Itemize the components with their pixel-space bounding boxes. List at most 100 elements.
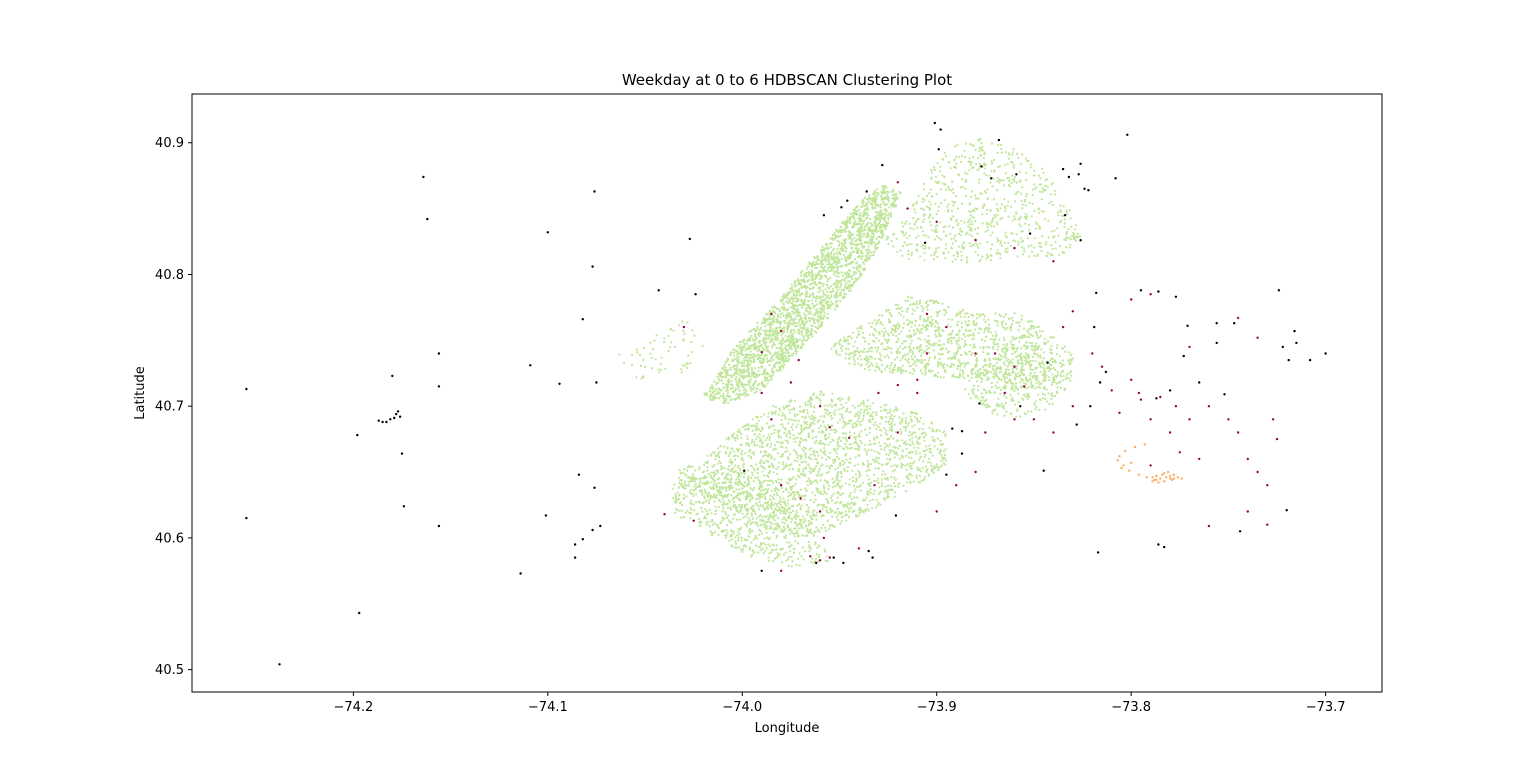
cluster-point	[823, 404, 826, 407]
cluster-point	[894, 452, 897, 455]
cluster-point	[927, 335, 930, 338]
cluster-point	[770, 376, 773, 379]
cluster-point	[766, 479, 769, 482]
cluster-point	[856, 243, 859, 246]
cluster-point	[774, 489, 777, 492]
cluster-point	[890, 215, 893, 218]
cluster-point	[796, 423, 799, 426]
cluster-point	[712, 398, 715, 401]
cluster-point	[802, 468, 805, 471]
cluster-point	[779, 320, 783, 323]
cluster-point	[853, 217, 856, 220]
cluster-point	[920, 433, 924, 436]
cluster-point	[947, 340, 950, 343]
cluster-point	[779, 316, 782, 319]
cluster-point	[898, 190, 901, 193]
cluster-point	[735, 478, 738, 481]
cluster-point	[723, 445, 726, 448]
cluster-point	[735, 380, 738, 383]
cluster-point	[751, 429, 754, 432]
cluster-point	[812, 295, 816, 298]
cluster-point	[929, 461, 932, 464]
cluster-point	[875, 200, 878, 203]
cluster-point	[852, 222, 855, 225]
cluster-point	[784, 335, 787, 338]
cluster-point	[786, 308, 789, 312]
cluster-point	[1005, 326, 1008, 329]
cluster-point	[867, 448, 870, 452]
cluster-point	[748, 384, 751, 387]
cluster-point	[823, 408, 827, 411]
cluster-point	[797, 277, 800, 281]
cluster-point	[1032, 334, 1035, 338]
cluster-point	[852, 345, 855, 348]
cluster-point	[852, 282, 856, 285]
cluster-point	[770, 432, 773, 436]
cluster-point	[734, 439, 737, 442]
cluster-point	[725, 437, 728, 440]
cluster-point	[1035, 325, 1038, 329]
cluster-point	[768, 426, 771, 429]
cluster-point	[733, 389, 736, 392]
cluster-point	[741, 456, 744, 460]
cluster-point	[776, 315, 780, 318]
cluster-point	[877, 242, 881, 245]
cluster-point	[941, 464, 944, 467]
cluster-point	[797, 467, 801, 470]
cluster-point	[928, 457, 931, 460]
cluster-point	[1007, 358, 1010, 361]
cluster-point	[861, 419, 864, 422]
cluster-point	[911, 432, 914, 435]
cluster-point	[829, 304, 832, 308]
cluster-point	[975, 324, 978, 327]
cluster-point	[807, 519, 810, 523]
cluster-point	[829, 441, 832, 444]
cluster-point	[763, 525, 766, 528]
cluster-point	[959, 315, 962, 318]
cluster-point	[755, 336, 758, 339]
cluster-point	[763, 501, 767, 504]
cluster-point	[714, 455, 718, 458]
cluster-point	[782, 490, 785, 493]
cluster-point	[823, 414, 826, 417]
cluster-point	[723, 467, 726, 470]
cluster-point	[755, 390, 758, 393]
cluster-point	[840, 222, 844, 225]
cluster-point	[845, 260, 848, 263]
cluster-point	[896, 453, 899, 456]
cluster-point	[866, 213, 870, 216]
cluster-point	[936, 428, 939, 431]
cluster-point	[844, 239, 847, 242]
cluster-point	[831, 249, 834, 252]
cluster-point	[904, 340, 908, 343]
cluster-point	[805, 267, 809, 270]
cluster-point	[884, 416, 888, 419]
cluster-point	[867, 361, 870, 364]
cluster-point	[797, 321, 800, 324]
cluster-point	[792, 438, 795, 441]
cluster-point	[740, 375, 743, 378]
cluster-point	[843, 279, 847, 282]
cluster-point	[865, 234, 868, 237]
cluster-point	[801, 448, 804, 451]
cluster-point	[779, 455, 782, 458]
cluster-point	[813, 479, 817, 482]
cluster-point	[875, 231, 879, 234]
cluster-point	[936, 314, 939, 317]
cluster-point	[815, 260, 818, 263]
cluster-point	[842, 417, 845, 420]
cluster-point	[904, 429, 907, 432]
cluster-point	[817, 282, 821, 285]
cluster-point	[785, 294, 789, 297]
cluster-point	[904, 370, 908, 373]
cluster-point	[873, 489, 876, 492]
cluster-point	[749, 387, 752, 390]
cluster-point	[842, 503, 845, 506]
cluster-point	[1026, 329, 1029, 332]
cluster-point	[821, 289, 824, 292]
cluster-point	[772, 471, 775, 474]
cluster-point	[840, 347, 843, 350]
cluster-point	[882, 188, 885, 191]
cluster-point	[750, 366, 753, 369]
cluster-point	[897, 447, 900, 450]
